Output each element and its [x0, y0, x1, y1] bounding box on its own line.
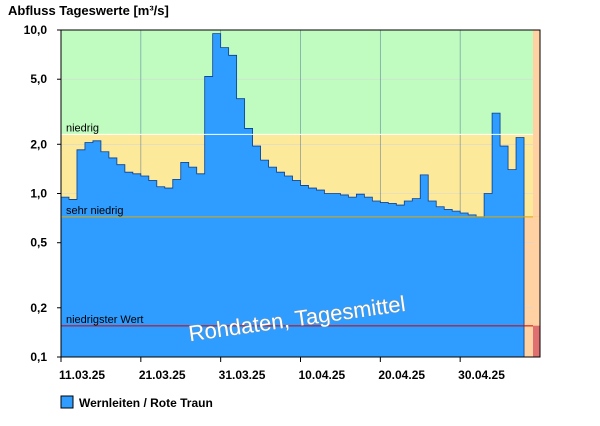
y-tick-label-4: 0,5 [30, 236, 47, 250]
x-tick-label-3: 10.04.25 [299, 368, 346, 382]
discharge-bar [476, 217, 484, 357]
discharge-area [60, 33, 525, 358]
discharge-bar [412, 199, 420, 357]
discharge-bar [173, 179, 181, 357]
y-axis-ticks: 10,0 5,0 2,0 1,0 0,5 0,2 0,1 [24, 23, 61, 364]
discharge-bar [340, 195, 348, 357]
plot-frame [60, 29, 541, 358]
x-tick-label-1: 21.03.25 [139, 368, 186, 382]
discharge-bar [141, 176, 149, 357]
discharge-bar [308, 188, 316, 357]
threshold-label-1: sehr niedrig [66, 205, 123, 217]
threshold-label-0: niedrig [66, 122, 99, 134]
discharge-bar [364, 197, 372, 357]
discharge-bar [165, 188, 173, 357]
threshold-label-2: niedrigster Wert [66, 314, 143, 326]
right-edge-band [533, 30, 540, 357]
discharge-bar [324, 194, 332, 358]
discharge-bar [436, 207, 444, 357]
discharge-bar [348, 197, 356, 357]
chart-title: Abfluss Tageswerte [m³/s] [8, 3, 169, 18]
y-tick-label-1: 5,0 [30, 72, 47, 86]
legend-swatch [60, 395, 74, 409]
discharge-bar [316, 190, 324, 357]
discharge-bar [117, 165, 125, 357]
discharge-bar [484, 194, 492, 358]
discharge-bar [332, 194, 340, 358]
discharge-bars [60, 33, 525, 358]
zone-band-0 [61, 30, 533, 135]
edge-band-0 [533, 30, 540, 217]
y-tick-label-6: 0,1 [30, 350, 47, 364]
discharge-bar [460, 213, 468, 357]
discharge-bar [149, 181, 157, 357]
discharge-bar [229, 55, 237, 357]
threshold-lines: niedrig sehr niedrig niedrigster Wert [61, 122, 540, 327]
discharge-bar [301, 185, 309, 357]
y-tick-label-0: 10,0 [24, 23, 48, 37]
x-tick-label-0: 11.03.25 [59, 368, 105, 382]
discharge-bar [213, 34, 221, 357]
discharge-bar [452, 211, 460, 357]
discharge-bar [356, 194, 364, 357]
discharge-bar [500, 146, 508, 357]
x-tick-label-5: 30.04.25 [458, 368, 505, 382]
edge-band-2 [533, 325, 540, 357]
discharge-bar [125, 172, 133, 357]
discharge-bar [404, 201, 412, 357]
discharge-bar [396, 205, 404, 357]
discharge-bar [157, 187, 165, 357]
discharge-bar [468, 215, 476, 357]
discharge-bar [388, 203, 396, 357]
discharge-bar [444, 209, 452, 357]
legend-label: Wernleiten / Rote Traun [79, 396, 213, 410]
discharge-bar [221, 48, 229, 357]
y-tick-label-3: 1,0 [30, 187, 47, 201]
discharge-bar [380, 203, 388, 357]
discharge-bar [109, 158, 117, 357]
edge-band-1 [533, 216, 540, 326]
discharge-bar [69, 199, 77, 357]
y-tick-label-5: 0,2 [30, 301, 47, 315]
discharge-bar [420, 175, 428, 357]
legend: Wernleiten / Rote Traun [60, 395, 213, 410]
discharge-bar [428, 201, 436, 357]
discharge-bar [61, 197, 69, 357]
discharge-bar [508, 170, 516, 357]
discharge-bar [372, 201, 380, 357]
discharge-bar [516, 138, 524, 357]
x-tick-label-4: 20.04.25 [378, 368, 425, 382]
x-axis-ticks: 11.03.25 21.03.25 31.03.25 10.04.25 20.04.25… [59, 357, 505, 382]
x-tick-label-2: 31.03.25 [219, 368, 266, 382]
discharge-bar [492, 113, 500, 357]
discharge-bar [133, 174, 141, 357]
y-tick-label-2: 2,0 [30, 137, 47, 151]
